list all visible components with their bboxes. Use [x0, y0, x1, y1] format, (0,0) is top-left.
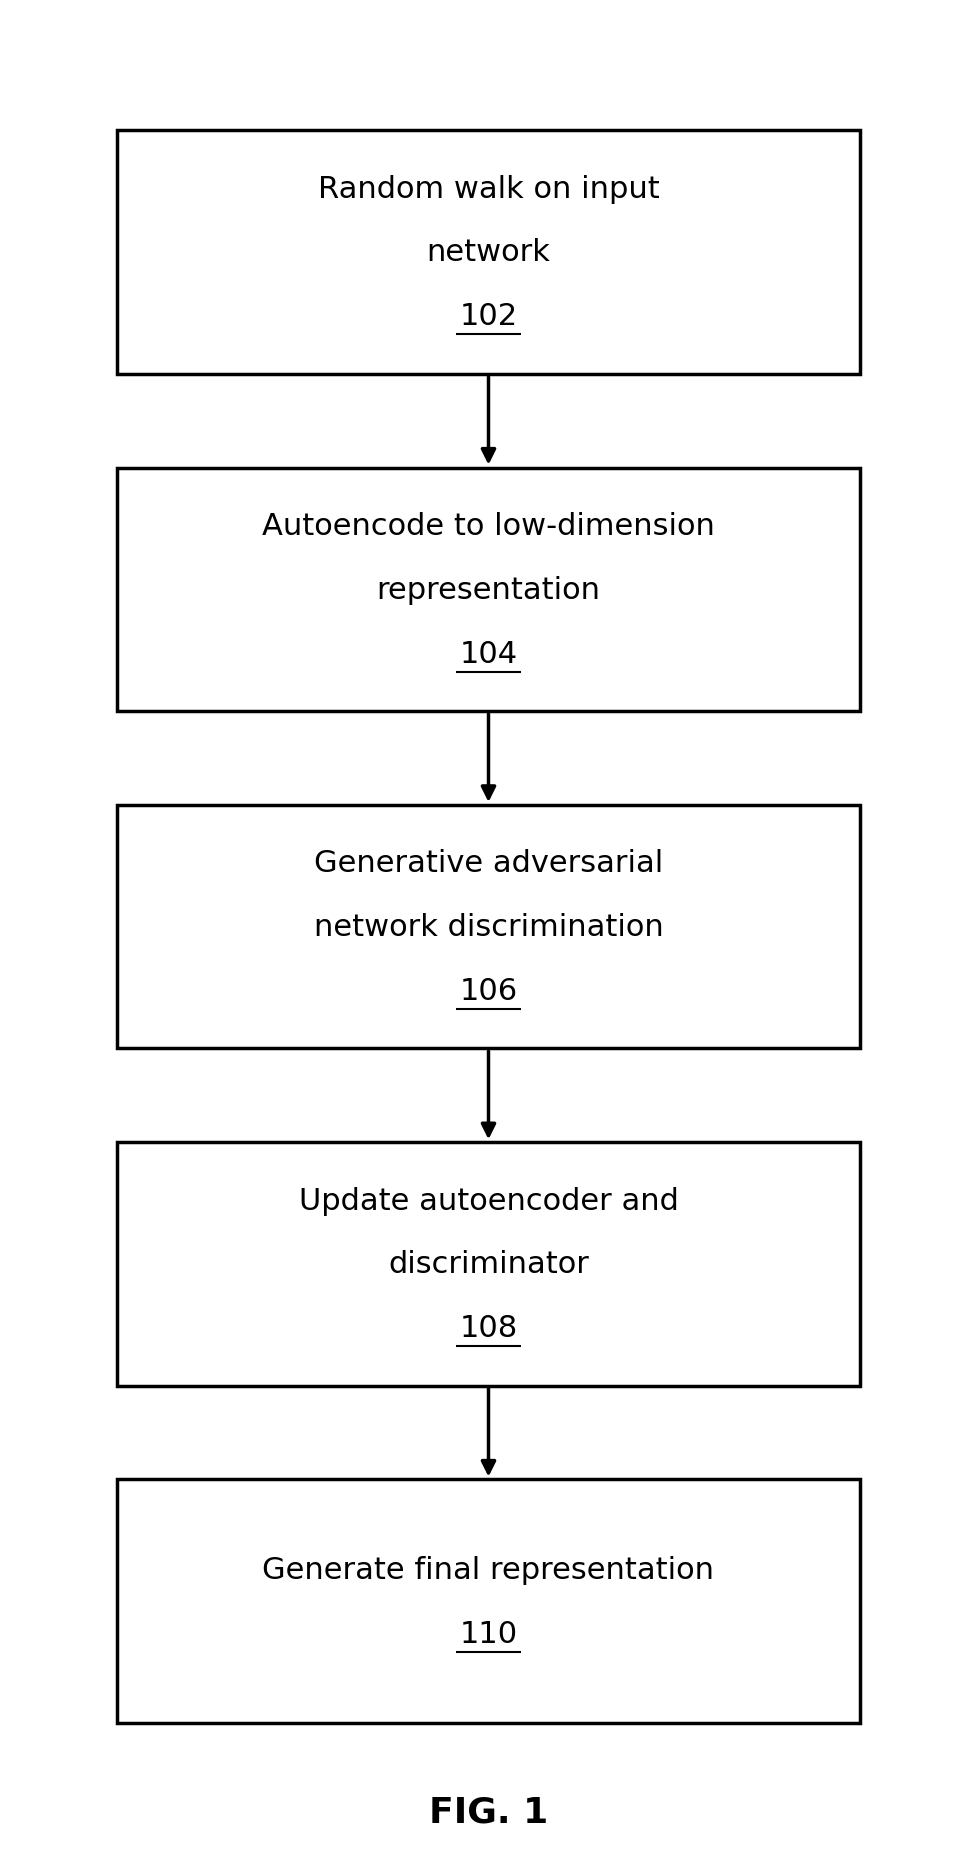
Text: Generative adversarial: Generative adversarial — [314, 848, 663, 878]
Text: network discrimination: network discrimination — [314, 912, 663, 942]
Text: 106: 106 — [459, 976, 518, 1006]
Text: representation: representation — [376, 575, 601, 605]
Text: Update autoencoder and: Update autoencoder and — [299, 1186, 678, 1216]
Text: network: network — [427, 238, 550, 268]
Text: FIG. 1: FIG. 1 — [429, 1794, 548, 1828]
FancyBboxPatch shape — [117, 1480, 860, 1723]
FancyBboxPatch shape — [117, 805, 860, 1049]
FancyBboxPatch shape — [117, 1143, 860, 1386]
Text: 104: 104 — [459, 639, 518, 669]
Text: 108: 108 — [459, 1313, 518, 1343]
Text: 110: 110 — [459, 1618, 518, 1648]
FancyBboxPatch shape — [117, 468, 860, 712]
Text: Generate final representation: Generate final representation — [263, 1555, 714, 1585]
Text: Random walk on input: Random walk on input — [318, 174, 659, 204]
Text: 102: 102 — [459, 302, 518, 332]
Text: Autoencode to low-dimension: Autoencode to low-dimension — [262, 511, 715, 541]
Text: discriminator: discriminator — [388, 1249, 589, 1279]
FancyBboxPatch shape — [117, 131, 860, 375]
